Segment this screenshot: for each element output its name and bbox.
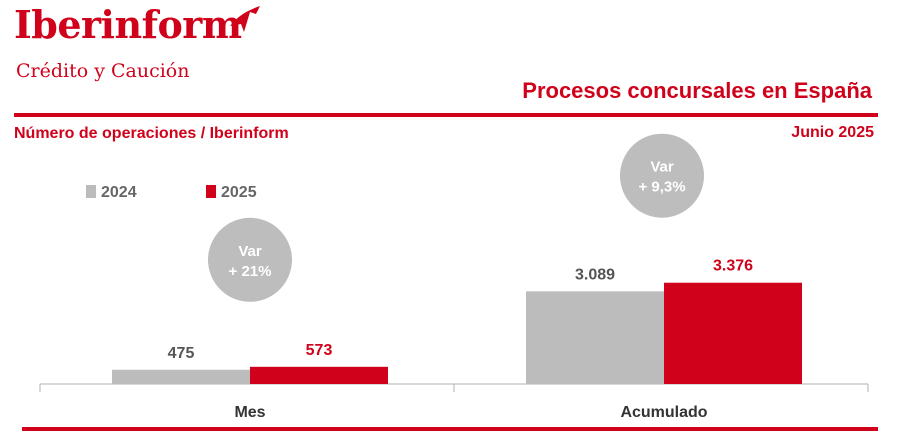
brand-logo-text: Iberinform	[14, 2, 242, 47]
category-label: Acumulado	[620, 404, 707, 421]
data-label: 3.376	[713, 258, 753, 275]
header-divider	[14, 113, 878, 117]
variation-badge	[620, 133, 704, 218]
data-label: 573	[306, 342, 333, 359]
bar-2025-acumulado	[664, 282, 802, 384]
data-label: 3.089	[575, 266, 615, 283]
variation-badge	[208, 217, 292, 302]
bar-2024-acumulado	[526, 291, 664, 384]
legend-label-2025: 2025	[221, 184, 257, 201]
legend-label-2024: 2024	[101, 184, 137, 201]
brand-tagline: Crédito y Caución	[16, 60, 190, 82]
chart-subtitle: Número de operaciones / Iberinform	[14, 125, 289, 142]
category-label: Mes	[234, 404, 265, 421]
variation-badge-title: Var	[238, 243, 262, 260]
page-title: Procesos concursales en España	[522, 78, 872, 103]
bar-2024-mes	[112, 369, 250, 384]
legend-swatch-2024	[86, 185, 96, 198]
variation-badge-value: + 9,3%	[638, 179, 685, 196]
footer-divider	[22, 427, 878, 431]
variation-badge-title: Var	[650, 159, 674, 176]
data-label: 475	[168, 345, 195, 362]
bar-2025-mes	[250, 366, 388, 384]
legend-swatch-2025	[206, 185, 216, 198]
date-label: Junio 2025	[791, 124, 874, 141]
variation-badge-value: + 21%	[229, 263, 272, 280]
plane-icon	[230, 6, 260, 32]
